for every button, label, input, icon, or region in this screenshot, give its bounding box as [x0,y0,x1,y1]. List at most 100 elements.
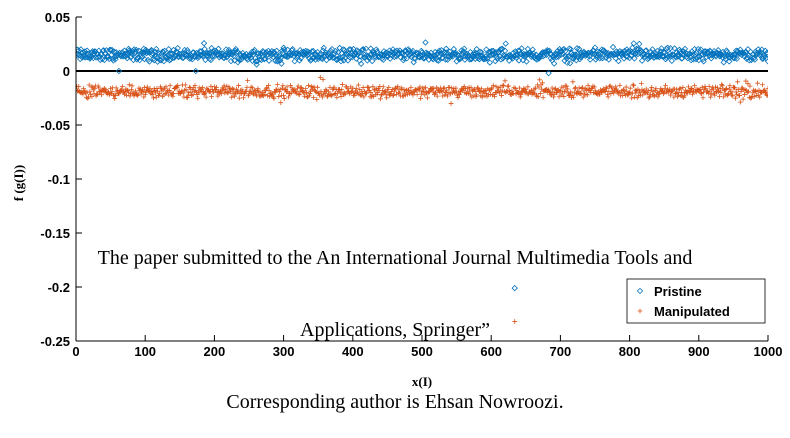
manipulated-point [76,83,82,89]
pristine-point [159,48,166,55]
watermark-line-3: Corresponding author is Ehsan Nowroozi. [226,391,564,413]
manipulated-point [127,93,133,99]
manipulated-point [143,89,149,95]
manipulated-point [342,91,348,97]
pristine-point [263,48,270,56]
pristine-point [688,56,695,64]
manipulated-point [187,84,192,90]
manipulated-point [677,85,683,91]
pristine-point [126,47,133,54]
manipulated-point [724,85,729,91]
pristine-point [636,40,643,48]
pristine-point [553,51,561,58]
manipulated-point [303,86,309,92]
manipulated-point [401,87,407,92]
pristine-point [76,51,80,59]
legend-plus-icon [637,308,643,314]
pristine-point [215,45,222,52]
manipulated-point [698,90,704,96]
pristine-point [337,58,345,65]
pristine-point [204,49,211,57]
manipulated-point [434,93,440,99]
pristine-point [337,54,344,61]
pristine-point [200,40,208,47]
manipulated-point [225,90,230,96]
pristine-point [105,53,112,60]
manipulated-point [358,92,363,98]
manipulated-point [274,82,280,88]
manipulated-point [506,87,512,93]
manipulated-point [546,89,552,95]
manipulated-point [306,93,312,99]
manipulated-point [151,95,156,101]
pristine-point [690,56,697,63]
manipulated-point [126,82,132,88]
manipulated-point [140,88,146,94]
pristine-point [163,53,170,61]
manipulated-point [186,92,192,98]
manipulated-point [314,97,320,102]
manipulated-point [616,90,621,96]
pristine-point [251,46,258,54]
pristine-point [568,49,575,56]
manipulated-point [124,92,129,98]
pristine-point [733,55,741,62]
manipulated-point [334,94,340,100]
y-tick-label: 0.05 [45,10,70,25]
y-tick-label: -0.05 [40,118,70,133]
pristine-point [255,50,262,57]
pristine-point [278,60,285,67]
manipulated-point [338,94,344,99]
pristine-point [586,56,594,63]
pristine-point [254,50,262,57]
manipulated-point [742,92,747,97]
pristine-point [269,50,276,58]
manipulated-point [317,75,323,80]
manipulated-point [141,94,147,100]
manipulated-point [391,92,397,98]
manipulated-point [278,100,284,106]
manipulated-point [236,95,242,101]
manipulated-point [208,83,214,89]
pristine-point [308,56,315,63]
pristine-point [597,50,604,58]
manipulated-point [299,85,304,91]
pristine-point [356,57,363,64]
manipulated-point [265,93,271,99]
pristine-point [591,44,599,51]
pristine-point [434,57,441,64]
pristine-point [475,53,482,60]
x-axis-label: x(I) [412,374,432,389]
manipulated-point [295,85,300,91]
manipulated-point [645,88,651,94]
x-tick-label: 200 [204,344,226,359]
manipulated-point [697,86,703,92]
manipulated-point [319,92,325,98]
manipulated-point [445,93,451,99]
manipulated-point [677,86,682,92]
pristine-point [502,40,509,47]
manipulated-point [540,94,546,100]
pristine-point [723,47,730,54]
pristine-point [136,56,143,64]
manipulated-point [760,82,765,88]
pristine-point [409,47,417,55]
pristine-point [697,46,705,53]
manipulated-point [180,90,186,96]
pristine-point [339,46,347,53]
pristine-point [436,47,443,54]
pristine-point [166,50,174,57]
pristine-point [758,46,765,53]
manipulated-point [408,84,414,90]
manipulated-point [662,86,668,92]
y-tick-label: -0.15 [40,226,70,241]
manipulated-point [763,89,768,95]
manipulated-point [551,94,556,100]
manipulated-point [638,81,644,86]
manipulated-point [416,87,422,93]
pristine-point [577,49,585,57]
manipulated-point [396,90,401,95]
manipulated-point [472,86,477,92]
manipulated-point [306,83,311,88]
pristine-point [296,57,303,64]
